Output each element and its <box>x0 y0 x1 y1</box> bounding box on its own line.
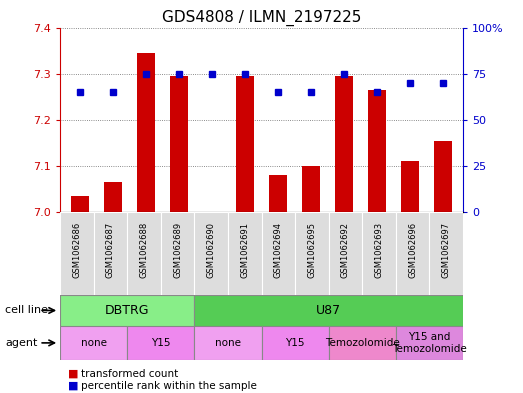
Bar <box>262 212 295 295</box>
Text: GSM1062691: GSM1062691 <box>240 222 249 278</box>
Text: GSM1062689: GSM1062689 <box>173 222 182 278</box>
Bar <box>429 212 463 295</box>
Text: transformed count: transformed count <box>81 369 178 379</box>
Text: agent: agent <box>5 338 38 348</box>
Text: U87: U87 <box>316 304 341 317</box>
Bar <box>228 212 262 295</box>
Bar <box>269 175 287 212</box>
Text: Y15: Y15 <box>286 338 305 348</box>
Text: ■: ■ <box>68 381 78 391</box>
Text: cell line: cell line <box>5 305 48 316</box>
Text: DBTRG: DBTRG <box>105 304 150 317</box>
Bar <box>302 166 320 212</box>
Bar <box>295 212 328 295</box>
Bar <box>401 162 419 212</box>
Text: ■: ■ <box>68 369 78 379</box>
Text: GSM1062697: GSM1062697 <box>441 222 451 278</box>
Bar <box>362 212 396 295</box>
Text: GSM1062693: GSM1062693 <box>374 222 383 278</box>
Bar <box>127 326 195 360</box>
Text: GSM1062695: GSM1062695 <box>308 222 316 278</box>
Bar <box>434 141 452 212</box>
Bar <box>60 212 94 295</box>
Bar <box>127 212 161 295</box>
Text: GSM1062696: GSM1062696 <box>408 222 417 278</box>
Bar <box>195 326 262 360</box>
Bar <box>328 212 362 295</box>
Text: Temozolomide: Temozolomide <box>325 338 400 348</box>
Text: percentile rank within the sample: percentile rank within the sample <box>81 381 257 391</box>
Text: GDS4808 / ILMN_2197225: GDS4808 / ILMN_2197225 <box>162 10 361 26</box>
Bar <box>195 295 463 326</box>
Bar <box>262 326 328 360</box>
Text: Y15 and
Temozolomide: Y15 and Temozolomide <box>392 332 467 354</box>
Text: GSM1062690: GSM1062690 <box>207 222 215 278</box>
Bar <box>161 212 195 295</box>
Text: none: none <box>81 338 107 348</box>
Text: GSM1062686: GSM1062686 <box>72 222 82 278</box>
Bar <box>137 53 155 212</box>
Text: GSM1062692: GSM1062692 <box>341 222 350 278</box>
Bar <box>236 76 254 212</box>
Text: Y15: Y15 <box>151 338 170 348</box>
Bar <box>71 196 89 212</box>
Text: GSM1062688: GSM1062688 <box>140 222 149 278</box>
Bar <box>396 326 463 360</box>
Bar <box>94 212 127 295</box>
Text: GSM1062694: GSM1062694 <box>274 222 283 278</box>
Bar <box>195 212 228 295</box>
Bar <box>60 326 127 360</box>
Bar <box>60 295 195 326</box>
Bar <box>368 90 386 212</box>
Text: GSM1062687: GSM1062687 <box>106 222 115 278</box>
Bar <box>396 212 429 295</box>
Bar <box>328 326 396 360</box>
Bar <box>335 76 353 212</box>
Bar <box>104 182 122 212</box>
Text: none: none <box>215 338 241 348</box>
Bar <box>170 76 188 212</box>
